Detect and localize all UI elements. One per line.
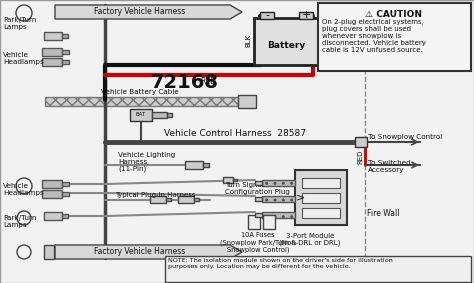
Bar <box>262 180 295 186</box>
Bar <box>42 58 62 66</box>
Bar <box>248 215 260 229</box>
Bar <box>42 190 62 198</box>
Bar <box>44 245 54 259</box>
Bar <box>62 192 69 196</box>
Text: Vehicle Lighting
Harness
(11-Pin): Vehicle Lighting Harness (11-Pin) <box>118 152 175 173</box>
Polygon shape <box>55 5 242 19</box>
Bar <box>262 196 295 202</box>
Text: Fire Wall: Fire Wall <box>367 209 400 218</box>
Text: Park/Turn
Lamps: Park/Turn Lamps <box>3 17 36 30</box>
Bar <box>194 198 199 201</box>
Bar <box>260 12 274 19</box>
Bar <box>299 12 313 19</box>
Text: ⚠ CAUTION: ⚠ CAUTION <box>365 10 422 19</box>
Bar <box>254 18 319 65</box>
Text: Typical Plug-In Harness: Typical Plug-In Harness <box>115 192 195 198</box>
Text: Factory Vehicle Harness: Factory Vehicle Harness <box>94 8 186 16</box>
Text: -: - <box>265 10 269 20</box>
Text: 3-Port Module
(Non-DRL or DRL): 3-Port Module (Non-DRL or DRL) <box>279 233 341 246</box>
Bar <box>62 50 69 54</box>
Text: Turn Signal
Configuration Plug: Turn Signal Configuration Plug <box>225 182 290 195</box>
Bar <box>185 161 203 169</box>
Bar <box>150 196 166 203</box>
Text: Vehicle Battery Cable: Vehicle Battery Cable <box>101 89 179 95</box>
Bar <box>165 256 471 282</box>
Bar <box>255 181 262 185</box>
Bar <box>255 197 262 201</box>
Text: 10A Fuses
(Snowplow Park/Turn &
Snowplow Control): 10A Fuses (Snowplow Park/Turn & Snowplow… <box>220 232 296 253</box>
Bar <box>295 170 347 225</box>
Bar <box>130 109 152 121</box>
Text: Vehicle Control Harness  28587: Vehicle Control Harness 28587 <box>164 130 306 138</box>
Bar <box>302 208 340 218</box>
Bar <box>62 214 68 218</box>
Text: RED: RED <box>200 78 216 87</box>
Text: Vehicle
Headlamps: Vehicle Headlamps <box>3 52 44 65</box>
Bar <box>262 212 295 218</box>
Text: On 2-plug electrical systems,
plug covers shall be used
whenever snowplow is
dis: On 2-plug electrical systems, plug cover… <box>322 19 426 53</box>
Text: +: + <box>301 10 310 20</box>
Bar <box>223 177 233 183</box>
Text: To Snowplow Control: To Snowplow Control <box>368 134 442 140</box>
Bar <box>255 213 262 217</box>
Bar <box>355 137 367 147</box>
Bar <box>167 113 172 117</box>
Bar <box>62 60 69 64</box>
Text: Vehicle
Headlamps: Vehicle Headlamps <box>3 183 44 196</box>
Bar <box>238 95 256 108</box>
Bar <box>45 97 254 106</box>
Text: Battery: Battery <box>267 40 305 50</box>
Text: BLK: BLK <box>245 33 251 47</box>
Bar <box>233 179 237 181</box>
Bar <box>203 163 209 167</box>
Text: To Switched
Accessory: To Switched Accessory <box>368 160 411 173</box>
Text: >: > <box>296 192 305 202</box>
Bar <box>62 182 69 186</box>
Bar <box>42 180 62 188</box>
Bar <box>302 193 340 203</box>
Bar <box>62 34 68 38</box>
Text: BAT: BAT <box>136 113 146 117</box>
Bar <box>42 48 62 56</box>
Text: Factory Vehicle Harness: Factory Vehicle Harness <box>94 248 186 256</box>
Bar <box>44 32 62 40</box>
Text: Park/Turn
Lamps: Park/Turn Lamps <box>3 215 36 228</box>
Bar <box>166 198 171 201</box>
Polygon shape <box>55 245 242 259</box>
Bar <box>318 3 471 71</box>
Bar <box>152 112 167 118</box>
Text: RED: RED <box>357 150 363 164</box>
Text: 72168: 72168 <box>151 72 219 91</box>
Bar <box>44 212 62 220</box>
Bar <box>263 215 275 229</box>
Text: NOTE: The isolation module shown on the driver's side for illustration
purposes : NOTE: The isolation module shown on the … <box>168 258 393 269</box>
Bar <box>178 196 194 203</box>
Bar <box>302 178 340 188</box>
